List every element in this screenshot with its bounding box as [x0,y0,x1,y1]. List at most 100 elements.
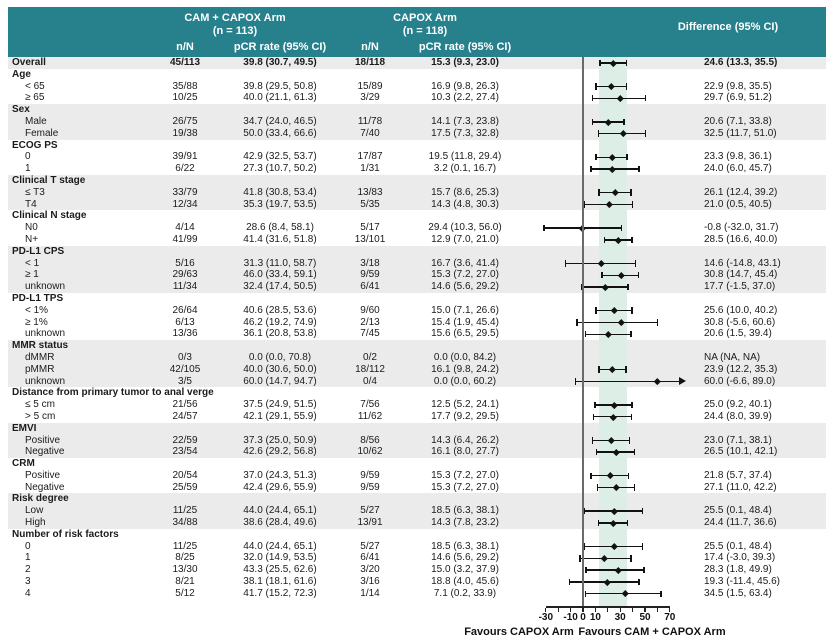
arm1-n-value: 24/57 [172,410,198,422]
group-row: MMR status [8,340,826,352]
arm2-n-value [330,529,410,541]
plot-cell [520,587,690,600]
subgroup-label: 4 [25,587,31,599]
difference-value: 21.0 (0.5, 40.5) [704,198,772,210]
arm2-n-value [330,423,410,435]
axis-tick [619,607,621,612]
group-row: Age [8,68,826,81]
difference-value: 25.6 (10.0, 40.2) [704,304,778,316]
arm1-n-value: 10/25 [172,92,198,104]
arm1-pcr-value: 0.0 (0.0, 70.8) [248,351,312,363]
arm2-n-value: 7/45 [360,328,380,340]
ci-cap-high [627,283,629,291]
plot-cell [520,316,690,329]
subgroup-label: Overall [12,57,46,68]
overall-ci-band [599,493,627,506]
arm1-pcr-value: 40.0 (21.1, 61.3) [243,92,317,104]
arm1-n-value: 20/54 [172,469,198,481]
subgroup-label: Distance from primary tumor to anal verg… [12,387,214,399]
arm2-n-value: 11/78 [357,115,383,127]
arm2-n-value: 3/16 [360,576,380,588]
table-row: Male 26/75 34.7 (24.0, 46.5) 11/78 14.1 (7.3… [8,115,826,128]
axis-tick-label: 30 [614,612,626,623]
subgroup-label: Female [25,127,59,139]
arm2-pcr-value [410,458,520,470]
plot-cell [520,281,690,293]
arm1-pcr-value: 44.0 (24.4, 65.1) [243,540,317,552]
ci-cap-high [631,401,633,409]
ci-cap-high [660,590,662,597]
arm1-pcr-value [230,529,330,541]
difference-value: 24.4 (8.0, 39.9) [704,410,772,422]
subgroup-label: Clinical T stage [12,174,86,186]
arm2-n-value [330,387,410,399]
arm1-pcr-value: 42.6 (29.2, 56.8) [243,446,317,458]
arm2-pcr-column-header: pCR rate (95% CI) [418,41,512,53]
overall-ci-band [599,210,627,223]
subgroup-label: PD-L1 TPS [12,292,64,304]
plot-cell [520,115,690,128]
subgroup-label: Number of risk factors [12,528,119,540]
arm2-pcr-value [410,104,520,116]
ci-cap-low [591,437,594,444]
arm1-n-value: 23/54 [172,446,198,458]
ci-cap-high [643,566,645,574]
ci-cap-high [625,366,627,373]
ci-arrow-right [679,377,686,386]
table-row: ≥ 65 10/25 40.0 (21.1, 61.3) 3/29 10.3 (2.2,… [8,92,826,105]
arm1-n-value [140,458,230,470]
arm1-n-value [140,423,230,435]
arm2-pcr-value: 18.5 (6.3, 38.1) [431,540,499,552]
subgroup-label: Age [12,68,31,80]
arm1-pcr-value [230,69,330,81]
ci-cap-low [598,366,600,373]
plot-cell [520,351,690,364]
arm1-n-value [140,387,230,399]
arm2-pcr-value: 15.3 (7.2, 27.0) [431,269,499,281]
arm1-pcr-value: 50.0 (33.4, 66.6) [243,127,317,139]
arm2-pcr-value [410,340,520,352]
difference-value: 30.8 (-5.6, 60.6) [704,316,776,328]
plot-cell [520,222,690,234]
arm2-pcr-value: 14.3 (4.8, 30.3) [431,198,499,210]
table-header: CAM + CAPOX Arm (n = 113) CAPOX Arm (n = 1… [8,7,826,57]
arm1-n-value [140,210,230,222]
ci-cap-high [625,83,628,90]
arm2-pcr-value: 3.2 (0.1, 16.7) [433,163,497,175]
arm1-n-value: 45/113 [169,57,201,68]
ci-cap-low [564,260,567,267]
arm2-n-value [330,458,410,470]
arm2-pcr-value: 17.5 (7.3, 32.8) [431,127,499,139]
ci-cap-low [568,578,571,586]
plot-cell [520,127,690,140]
arm2-n-value: 10/62 [357,446,383,458]
arm2-pcr-value: 14.3 (7.8, 23.2) [431,517,499,529]
arm1-pcr-value: 37.3 (25.0, 50.9) [243,434,317,446]
table-row: unknown 11/34 32.4 (17.4, 50.5) 6/41 14.6 (5… [8,281,826,293]
arm1-n-value [140,246,230,258]
plot-cell [520,493,690,506]
arm1-n-value: 26/75 [172,115,198,127]
subgroup-label: ≥ 1% [25,316,48,328]
axis-tick [644,607,646,612]
arm2-n-value [330,340,410,352]
subgroup-label: Male [25,115,47,127]
group-row: Risk degree [8,493,826,506]
table-row: ≤ 5 cm 21/56 37.5 (24.9, 51.5) 7/56 12.5 (5.… [8,399,826,411]
arm1-n-value: 11/34 [172,281,198,293]
difference-value: 19.3 (-11.4, 45.6) [704,576,780,588]
zero-reference-line [582,57,584,607]
arm1-n-value [140,293,230,305]
arm1-n-value: 5/16 [175,257,195,269]
arm1-n-value [140,529,230,541]
difference-value: 24.4 (11.7, 36.6) [704,517,777,529]
rows: Overall 45/113 39.8 (30.7, 49.5) 18/118 15.3… [8,57,826,600]
group-row: Clinical T stage [8,174,826,187]
difference-value: 26.1 (12.4, 39.2) [704,186,778,198]
subgroup-label: Positive [25,434,61,446]
ci-cap-low [581,283,583,291]
arm1-n-value [140,69,230,81]
difference-value: 28.3 (1.8, 49.9) [704,564,772,576]
arm2-pcr-value: 14.6 (5.6, 29.2) [431,552,499,564]
